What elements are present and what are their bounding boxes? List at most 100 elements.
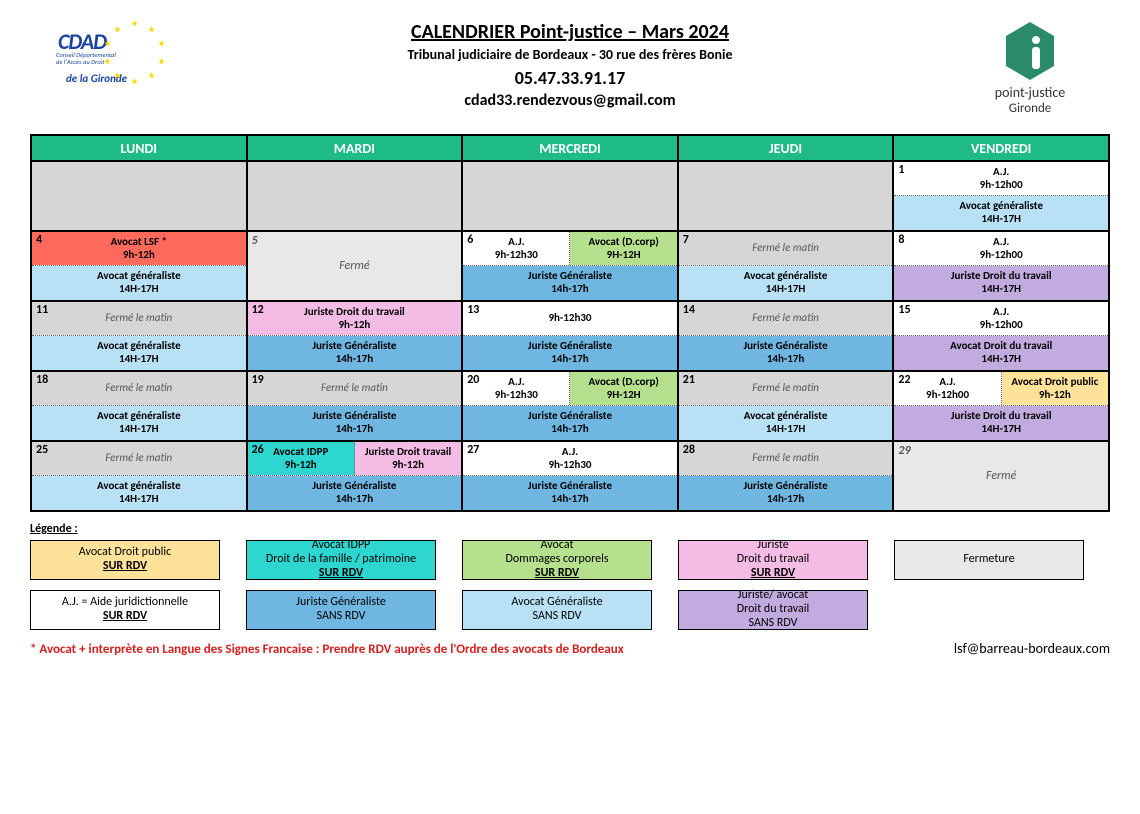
slot-label-2: 9h-12h	[123, 249, 155, 262]
day-number: 12	[252, 304, 264, 318]
slot-label-1: Avocat LSF *	[111, 236, 167, 249]
footer: * Avocat + interprète en Langue des Sign…	[30, 640, 1110, 657]
slot-label-1: Fermé le matin	[105, 452, 172, 465]
legend-box: Juriste GénéralisteSANS RDV	[246, 590, 436, 630]
legend-line: Juriste	[757, 539, 789, 553]
calendar-table: LUNDIMARDIMERCREDIJEUDIVENDREDI 1A.J.9h-…	[30, 134, 1110, 512]
calendar-cell	[462, 161, 678, 231]
legend-box: A.J. = Aide juridictionnelleSUR RDV	[30, 590, 220, 630]
legend-underline: SUR RDV	[103, 560, 147, 574]
legend-line: Droit du travail	[737, 603, 810, 617]
slot-label-1: Fermé le matin	[752, 242, 819, 255]
legend-box: Juriste/ avocatDroit du travailSANS RDV	[678, 590, 868, 630]
slot-label-2: 9h-12h	[338, 319, 370, 332]
time-slot: 21Fermé le matin	[679, 372, 893, 405]
slot-label-2: 14h-17h	[551, 493, 588, 506]
slot-label-1: A.J.	[939, 376, 955, 389]
slot-label-2: 14h-17h	[336, 353, 373, 366]
time-slot: 8A.J.9h-12h00	[894, 232, 1108, 265]
time-slot: Juriste Généraliste14h-17h	[248, 336, 462, 370]
calendar-cell: 7Fermé le matinAvocat généraliste14H-17H	[678, 231, 894, 301]
time-slot: 7 Fermé le matin	[679, 232, 893, 265]
logo-cdad: CDAD Conseil Départemental de l'Accès au…	[30, 20, 190, 100]
legend-line: Juriste/ avocat	[738, 589, 809, 603]
slot-label-2: 14h-17h	[551, 423, 588, 436]
calendar-cell	[31, 161, 247, 231]
slot-label-1: Juriste Droit du travail	[304, 306, 405, 319]
day-number: 8	[898, 234, 904, 248]
legend-line: Juriste Généraliste	[296, 596, 386, 610]
slot-label-2: 14H-17H	[119, 353, 159, 366]
time-slot: Juriste Droit du travail14H-17H	[894, 266, 1108, 300]
slot-label-2: 9h-12h	[392, 459, 424, 472]
time-slot: Avocat généraliste14H-17H	[32, 476, 246, 510]
slot-label-1: Avocat (D.corp)	[588, 236, 658, 249]
slot-label-2: 9h-12h00	[980, 179, 1023, 192]
calendar-cell: 25Fermé le matinAvocat généraliste14H-17…	[31, 441, 247, 511]
slot-label-2: 9h-12h30	[548, 312, 591, 325]
slot-label-1: A.J.	[562, 446, 578, 459]
time-slot: Avocat Droit du travail14H-17H	[894, 336, 1108, 370]
time-slot: Juriste Généraliste14h-17h	[248, 476, 462, 510]
day-number: 7	[683, 234, 689, 248]
time-slot: 13 9h-12h30	[463, 302, 677, 335]
time-slot: 14Fermé le matin	[679, 302, 893, 335]
legend-box: Avocat GénéralisteSANS RDV	[462, 590, 652, 630]
legend-underline: SUR RDV	[535, 567, 579, 581]
day-number: 11	[36, 304, 48, 318]
slot-label-1: A.J.	[508, 236, 524, 249]
calendar-cell: 6A.J.9h-12h30Avocat (D.corp)9H-12HJurist…	[462, 231, 678, 301]
time-slot: Avocat généraliste14H-17H	[894, 196, 1108, 230]
calendar-cell: 28Fermé le matinJuriste Généraliste14h-1…	[678, 441, 894, 511]
legend-line: A.J. = Aide juridictionnelle	[62, 596, 188, 610]
legend-box: Fermeture	[894, 540, 1084, 580]
day-number: 18	[36, 374, 48, 388]
closed-cell: 29Fermé	[894, 442, 1108, 510]
day-number: 22	[898, 374, 910, 388]
time-slot: 4Avocat LSF *9h-12h	[32, 232, 246, 265]
slot-label-1: Avocat Droit public	[1011, 376, 1098, 389]
slot-label-1: A.J.	[993, 166, 1009, 179]
calendar-cell: 12 Juriste Droit du travail9h-12h Juriste …	[247, 301, 463, 371]
slot-label-2: 14H-17H	[119, 283, 159, 296]
calendar-cell: 5Fermé	[247, 231, 463, 301]
slot-label-1: A.J.	[508, 376, 524, 389]
legend-line: SANS RDV	[533, 610, 582, 624]
time-slot: Avocat généraliste14H-17H	[32, 266, 246, 300]
header-text: CALENDRIER Point-justice – Mars 2024 Tri…	[190, 20, 950, 110]
slot-label-2: 9H-12H	[607, 249, 641, 262]
slot-label-2: 14h-17h	[336, 423, 373, 436]
footer-email: lsf@barreau-bordeaux.com	[954, 640, 1110, 657]
slot-label-1: Fermé le matin	[105, 382, 172, 395]
slot-label-1: Fermé le matin	[321, 382, 388, 395]
day-number: 28	[683, 444, 695, 458]
slot-label-2: 9h-12h00	[926, 389, 969, 402]
slot-label-2: 9h-12h30	[495, 389, 538, 402]
time-slot: Avocat généraliste14H-17H	[32, 406, 246, 440]
day-number: 13	[467, 304, 479, 318]
day-header: VENDREDI	[893, 135, 1109, 161]
calendar-cell: 29Fermé	[893, 441, 1109, 511]
calendar-cell: 18 Fermé le matin Avocat généraliste14H-17…	[31, 371, 247, 441]
header-email: cdad33.rendezvous@gmail.com	[190, 91, 950, 110]
legend-box: Avocat Droit publicSUR RDV	[30, 540, 220, 580]
legend-underline: SUR RDV	[751, 567, 795, 581]
time-slot: Juriste Généraliste14h-17h	[463, 266, 677, 300]
slot-label-2: 9h-12h00	[980, 319, 1023, 332]
time-slot: Juriste Généraliste14h-17h	[679, 336, 893, 370]
calendar-cell: 15A.J.9h-12h00Avocat Droit du travail14H…	[893, 301, 1109, 371]
calendar-cell: 21Fermé le matinAvocat généraliste14H-17…	[678, 371, 894, 441]
calendar-cell: 8A.J.9h-12h00Juriste Droit du travail14H…	[893, 231, 1109, 301]
time-slot: Juriste Droit du travail14H-17H	[894, 406, 1108, 440]
slot-label-2: 14H-17H	[981, 213, 1021, 226]
time-slot: 15A.J.9h-12h00	[894, 302, 1108, 335]
slot-label-2: 14H-17H	[981, 353, 1021, 366]
page-subtitle: Tribunal judiciaire de Bordeaux - 30 rue…	[190, 46, 950, 63]
time-slot: 26Avocat IDPP9h-12h	[248, 442, 355, 475]
calendar-cell: 26Avocat IDPP9h-12h Juriste Droit travail…	[247, 441, 463, 511]
slot-label-2: 9h-12h30	[548, 459, 591, 472]
day-header: JEUDI	[678, 135, 894, 161]
time-slot: Avocat (D.corp)9H-12H	[570, 232, 676, 265]
day-number: 29	[898, 444, 910, 458]
slot-label-1: Juriste Droit travail	[365, 446, 451, 459]
